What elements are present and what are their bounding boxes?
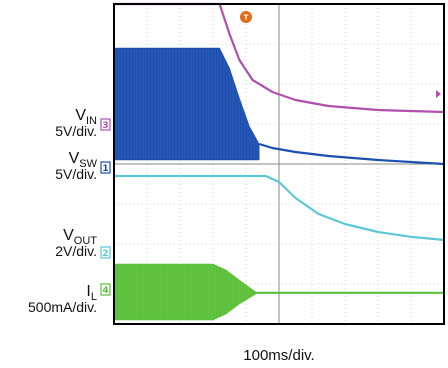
channel-name-sub: L [91,291,97,303]
channel-badge [100,161,111,174]
channel-name-main: V [75,107,86,124]
trace-band-i-l [113,263,257,321]
trace-v-out [114,174,445,242]
channel-name-main: V [63,227,74,244]
channel-name: VOUT [63,227,97,247]
level-arrow-vin [436,90,441,98]
trace-band-hatch [115,265,252,319]
channel-name-main: I [86,283,90,300]
x-axis-label: 100ms/div. [243,347,314,364]
channel-badge-number: 4 [102,286,108,296]
trace-band-hatch [115,49,258,159]
channel-scale: 500mA/div. [28,299,97,315]
channel-name-sub: SW [79,158,97,170]
channel-name-main: V [69,150,80,167]
channel-scale: 5V/div. [55,166,97,182]
channel-name: VIN [75,107,97,127]
channel-name: VSW [69,150,98,170]
trigger-marker: T [240,11,252,23]
trace-band-v-sw [113,47,260,161]
trace-line-v-sw [258,142,445,166]
channel-badge-number: 2 [102,249,108,259]
channel-name-sub: OUT [74,235,98,247]
trace-v-in [114,2,445,114]
trace-v-sw [113,47,445,166]
channel-name-sub: IN [86,115,97,127]
channel-scale: 2V/div. [55,243,97,259]
svg-text:T: T [244,14,249,22]
channel-badge [100,283,111,296]
channel-name: IL [86,283,97,303]
plot-frame [113,3,445,325]
channel-badge-number: 3 [102,121,108,131]
grid [114,4,444,324]
trace-i-l [113,263,444,321]
trace-line-v-in [114,2,445,114]
channel-scale: 5V/div. [55,123,97,139]
channel-badge [100,118,111,131]
trace-line-v-out [114,174,445,242]
channel-badge [100,246,111,259]
traces [113,2,445,321]
channel-badge-number: 1 [102,164,108,174]
